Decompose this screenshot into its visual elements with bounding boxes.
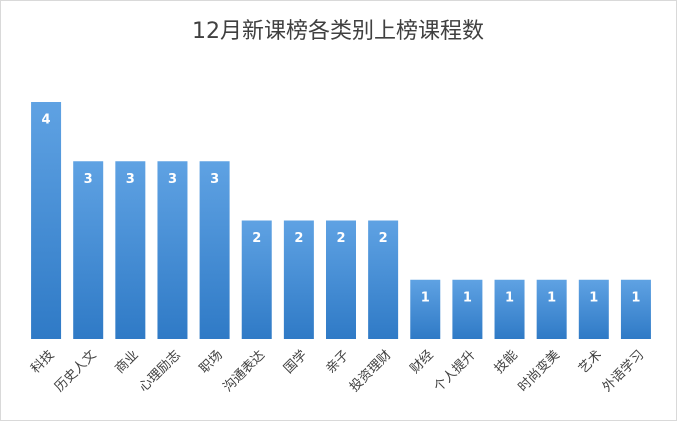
value-label: 3 xyxy=(126,172,135,187)
value-label: 1 xyxy=(547,290,556,305)
bar xyxy=(199,161,230,339)
value-label: 1 xyxy=(505,290,514,305)
bar xyxy=(241,220,272,339)
bar xyxy=(326,220,356,339)
bar xyxy=(31,102,62,339)
value-label: 2 xyxy=(252,231,261,246)
bar xyxy=(494,279,525,339)
bar xyxy=(73,161,104,339)
value-label: 4 xyxy=(42,113,51,128)
bar xyxy=(410,279,441,339)
value-label: 1 xyxy=(589,290,598,305)
bar xyxy=(368,220,399,339)
bar xyxy=(452,279,483,339)
value-label: 2 xyxy=(379,231,388,246)
bar xyxy=(157,161,188,339)
bar xyxy=(578,279,609,339)
value-label: 1 xyxy=(463,290,472,305)
value-label: 1 xyxy=(631,290,640,305)
bar xyxy=(620,279,651,339)
bar xyxy=(536,279,567,339)
bar xyxy=(283,220,314,339)
value-label: 3 xyxy=(84,172,93,187)
value-label: 3 xyxy=(168,172,177,187)
chart-title: 12月新课榜各类别上榜课程数 xyxy=(192,19,484,44)
bar xyxy=(115,161,146,339)
value-label: 2 xyxy=(294,231,303,246)
value-label: 2 xyxy=(336,231,345,246)
value-label: 1 xyxy=(421,290,430,305)
value-label: 3 xyxy=(210,172,219,187)
